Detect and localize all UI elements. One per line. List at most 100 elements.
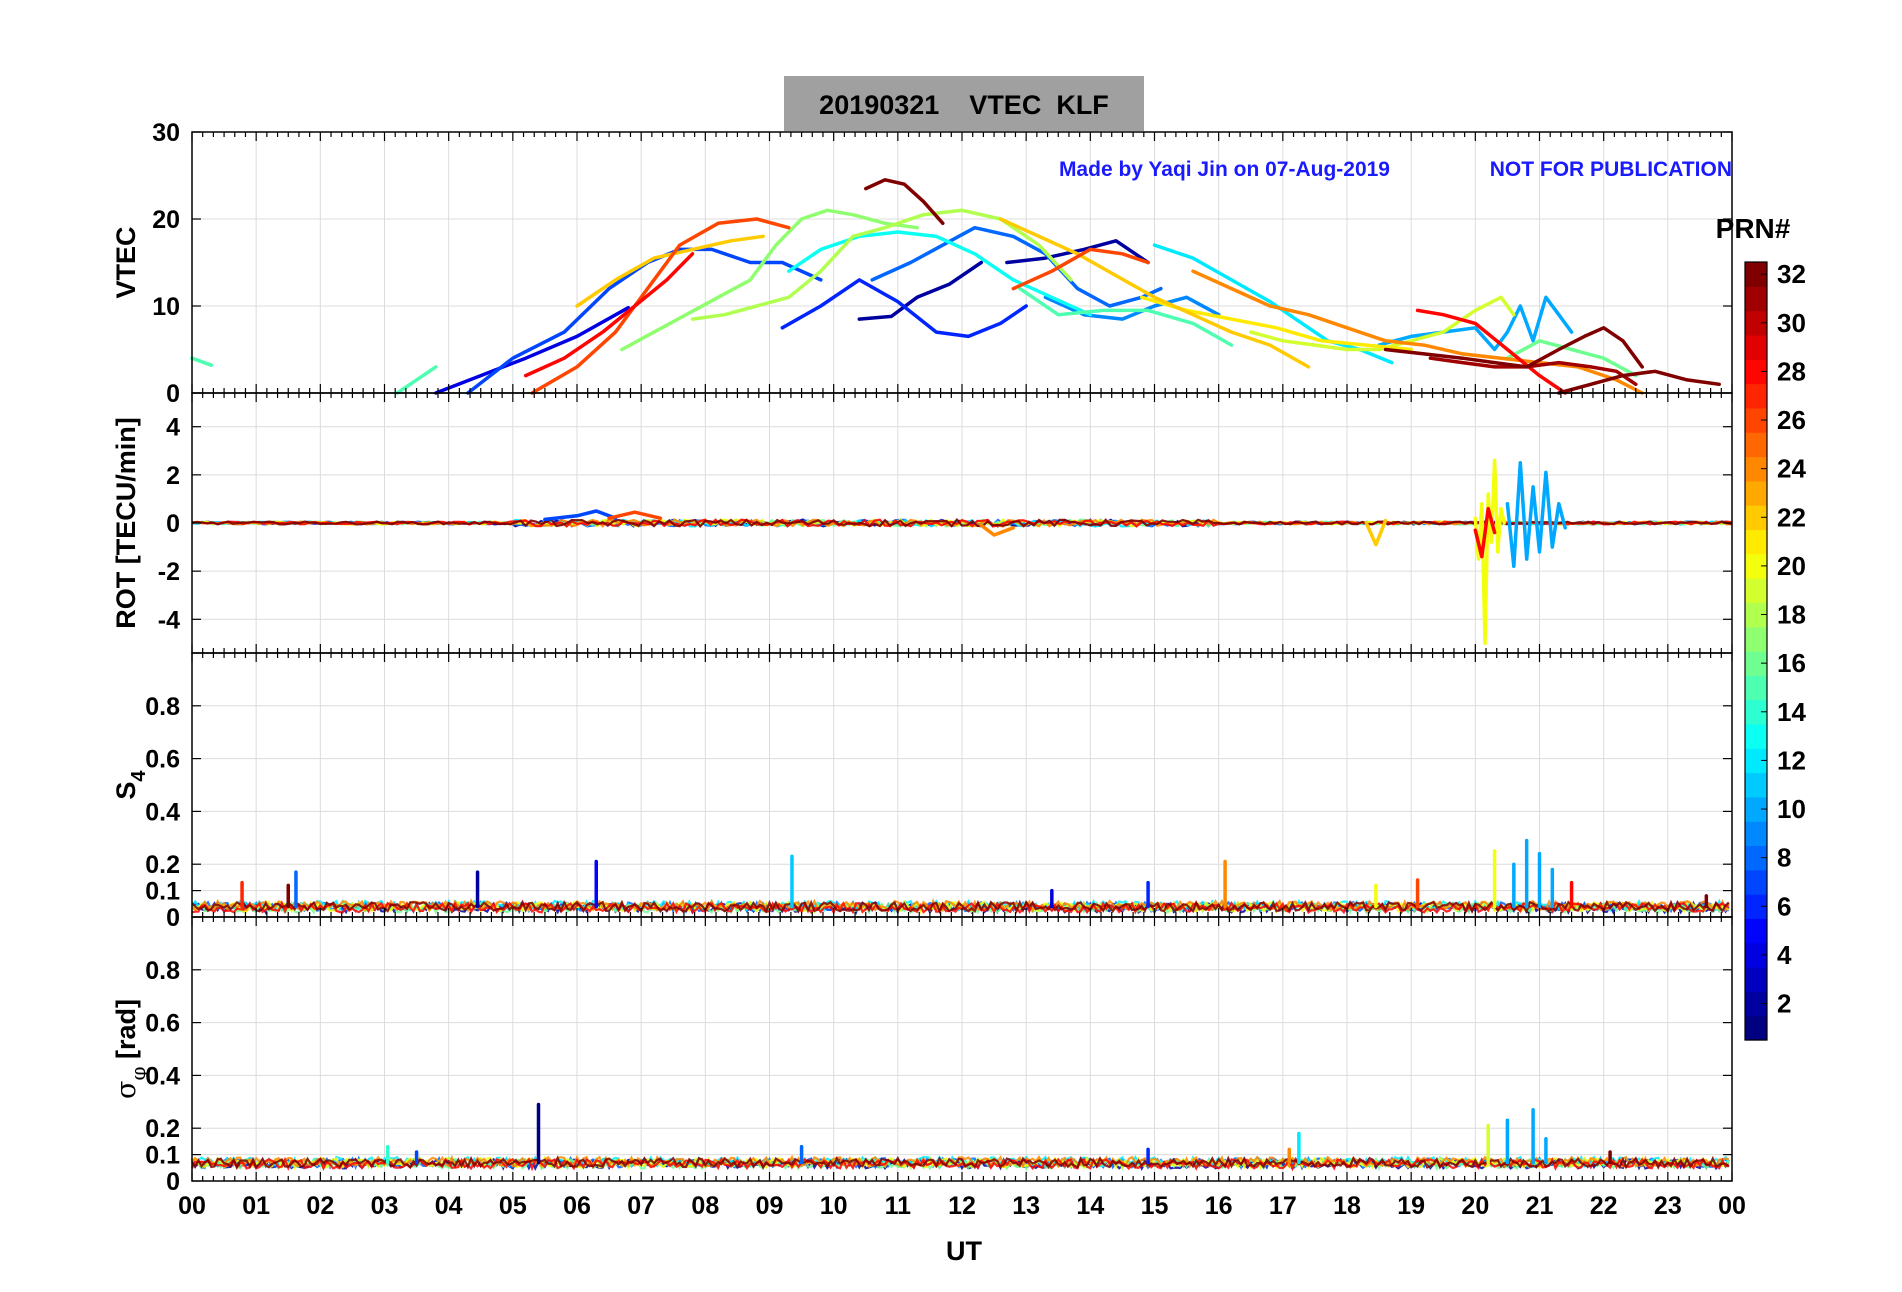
colorbar-swatch-prn-2 bbox=[1745, 991, 1767, 1017]
colorbar-swatch-prn-18 bbox=[1745, 602, 1767, 628]
colorbar-swatch-prn-9 bbox=[1745, 821, 1767, 847]
x-tick-label: 09 bbox=[756, 1192, 784, 1220]
series-line-prn-7 bbox=[543, 509, 618, 522]
colorbar-tick-label: 8 bbox=[1777, 843, 1791, 873]
y-tick-label: 30 bbox=[152, 119, 180, 147]
colorbar-swatch-prn-16 bbox=[1745, 651, 1767, 676]
colorbar-swatch-prn-7 bbox=[1745, 869, 1767, 895]
x-axis-label: UT bbox=[946, 1236, 982, 1266]
x-tick-label: 18 bbox=[1333, 1192, 1361, 1220]
y-tick-label: 0.1 bbox=[145, 1142, 180, 1170]
series-line-prn-24 bbox=[979, 523, 1016, 537]
x-tick-label: 08 bbox=[691, 1192, 719, 1220]
series-line-prn-17 bbox=[620, 208, 919, 352]
x-tick-label: 02 bbox=[306, 1192, 334, 1220]
y-tick-label: 0.8 bbox=[145, 693, 180, 721]
x-tick-label: 23 bbox=[1654, 1192, 1682, 1220]
colorbar-swatch-prn-32 bbox=[1745, 262, 1767, 287]
x-tick-label: 13 bbox=[1012, 1192, 1040, 1220]
series-line-prn-19 bbox=[1249, 295, 1516, 352]
noise-trace-prn-32 bbox=[191, 899, 1730, 915]
colorbar-tick-label: 2 bbox=[1777, 989, 1791, 1019]
colorbar-tick-label: 24 bbox=[1777, 454, 1806, 484]
y-tick-label: 0.2 bbox=[145, 851, 180, 879]
series-line-prn-6 bbox=[780, 278, 1028, 339]
y-tick-label: -2 bbox=[158, 558, 180, 586]
series-line-prn-22 bbox=[1364, 518, 1388, 547]
colorbar-swatch-prn-24 bbox=[1745, 456, 1767, 482]
colorbar-swatch-prn-10 bbox=[1745, 796, 1767, 822]
x-tick-label: 19 bbox=[1397, 1192, 1425, 1220]
colorbar-swatch-prn-29 bbox=[1745, 334, 1767, 360]
colorbar-tick-label: 30 bbox=[1777, 308, 1806, 338]
colorbar-swatch-prn-21 bbox=[1745, 529, 1767, 555]
colorbar-swatch-prn-22 bbox=[1745, 505, 1767, 531]
series-line-prn-26 bbox=[530, 217, 791, 395]
y-tick-label: 20 bbox=[152, 206, 180, 234]
chart-title: 20190321 VTEC KLF bbox=[819, 90, 1109, 120]
y-tick-label: 10 bbox=[152, 293, 180, 321]
colorbar-tick-label: 22 bbox=[1777, 502, 1806, 532]
colorbar-swatch-prn-17 bbox=[1745, 626, 1767, 652]
x-tick-label: 20 bbox=[1461, 1192, 1489, 1220]
colorbar-tick-label: 16 bbox=[1777, 648, 1806, 678]
colorbar-swatch-prn-8 bbox=[1745, 845, 1767, 871]
y-tick-label: 0 bbox=[166, 904, 180, 932]
colorbar-swatch-prn-28 bbox=[1745, 359, 1767, 385]
x-tick-label: 03 bbox=[371, 1192, 399, 1220]
series-line-prn-32 bbox=[1557, 369, 1721, 395]
x-tick-label: 06 bbox=[563, 1192, 591, 1220]
colorbar-swatch-prn-25 bbox=[1745, 432, 1767, 458]
x-tick-label: 14 bbox=[1076, 1192, 1104, 1220]
colorbar-swatch-prn-1 bbox=[1745, 1015, 1767, 1041]
y-tick-label: 0.6 bbox=[145, 746, 180, 774]
x-tick-label: 01 bbox=[242, 1192, 270, 1220]
y-axis-label-vtec: VTEC bbox=[111, 226, 141, 298]
colorbar-swatch-prn-15 bbox=[1745, 675, 1767, 701]
y-tick-label: 2 bbox=[166, 462, 180, 490]
y-tick-label: 0.4 bbox=[145, 1062, 180, 1090]
x-tick-label: 15 bbox=[1141, 1192, 1169, 1220]
x-tick-label: 10 bbox=[820, 1192, 848, 1220]
series-line-prn-26 bbox=[1011, 247, 1150, 291]
colorbar-swatch-prn-30 bbox=[1745, 310, 1767, 336]
series-line-prn-32 bbox=[864, 178, 945, 226]
y-tick-label: 0.4 bbox=[145, 798, 180, 826]
y-axis-label-s4: S4 bbox=[111, 770, 150, 800]
x-tick-label: 16 bbox=[1205, 1192, 1233, 1220]
series-line-prn-2 bbox=[857, 260, 984, 321]
series-line-prn-28 bbox=[1473, 506, 1497, 559]
credit-text: Made by Yaqi Jin on 07-Aug-2019 bbox=[1059, 158, 1390, 181]
x-tick-label: 00 bbox=[178, 1192, 206, 1220]
y-tick-label: 0 bbox=[166, 510, 180, 538]
colorbar-swatch-prn-19 bbox=[1745, 578, 1767, 603]
data-layer bbox=[190, 178, 1733, 1172]
x-tick-label: 11 bbox=[885, 1192, 912, 1220]
series-line-prn-15 bbox=[395, 365, 438, 395]
colorbar-swatch-prn-6 bbox=[1745, 894, 1767, 920]
series-line-prn-16 bbox=[1505, 339, 1638, 378]
colorbar-swatch-prn-23 bbox=[1745, 480, 1767, 506]
colorbar-frame bbox=[1744, 261, 1768, 1041]
y-tick-label: 0.8 bbox=[145, 957, 180, 985]
series-line-prn-4 bbox=[434, 305, 631, 395]
colorbar-tick-label: 6 bbox=[1777, 891, 1791, 921]
colorbar-swatch-prn-4 bbox=[1745, 942, 1767, 968]
colorbar-tick-label: 14 bbox=[1777, 697, 1806, 727]
series-line-prn-13 bbox=[787, 230, 1093, 317]
x-tick-label: 17 bbox=[1269, 1192, 1297, 1220]
series-line-prn-32 bbox=[1383, 326, 1644, 369]
colorbar-swatch-prn-3 bbox=[1745, 967, 1767, 992]
y-axis-label-sigma: σφ [rad] bbox=[111, 999, 150, 1099]
series-line-prn-10 bbox=[1505, 461, 1567, 569]
series-line-prn-15 bbox=[1018, 286, 1234, 347]
series-line-prn-2 bbox=[1005, 239, 1150, 265]
colorbar-tick-label: 26 bbox=[1777, 405, 1806, 435]
series-line-prn-15 bbox=[190, 356, 214, 367]
colorbar-swatch-prn-31 bbox=[1745, 286, 1767, 312]
series-line-prn-22 bbox=[998, 217, 1311, 369]
